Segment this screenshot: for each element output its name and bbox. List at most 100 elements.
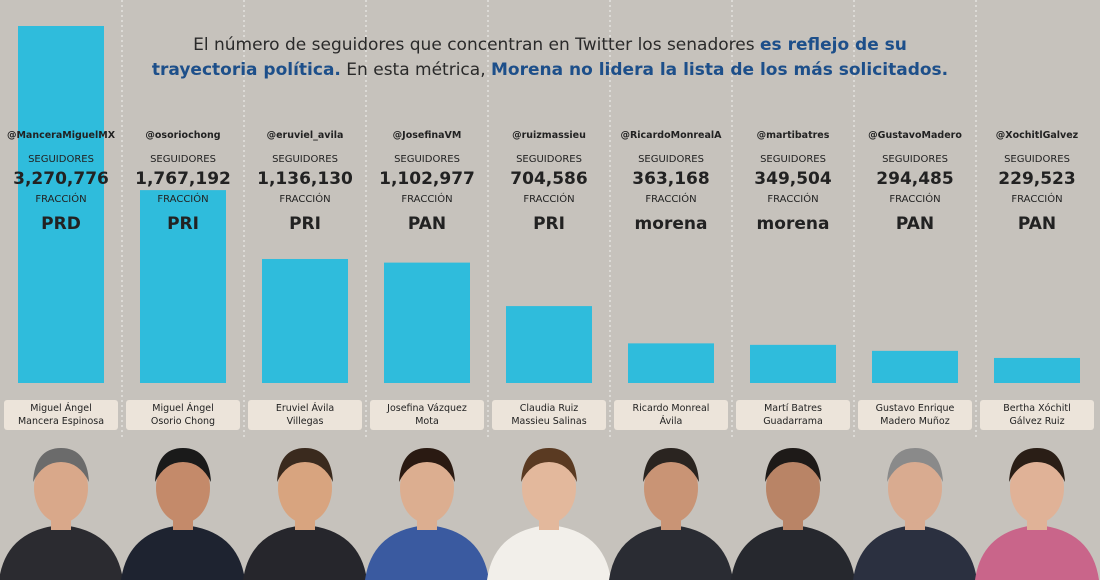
senator-photo [0,448,123,580]
followers-value: 1,102,977 [379,169,475,189]
senator-photo [975,448,1099,580]
twitter-handle: @martibatres [756,130,830,141]
senator-name: Miguel Ángel Mancera Espinosa [4,400,118,430]
senator-name-line: Miguel Ángel [30,403,92,414]
followers-label: SEGUIDORES [150,154,216,165]
senator-info: @ManceraMiguelMX SEGUIDORES 3,270,776 FRACC… [0,128,122,237]
faction-value: PRD [41,214,81,234]
senator-info: @XochitlGalvez SEGUIDORES 229,523 FRACCIÓN P… [976,128,1098,237]
senator-name-line: Mota [415,416,439,427]
faction-label: FRACCIÓN [35,194,87,205]
followers-value: 704,586 [510,169,588,189]
senator-name: Claudia Ruiz Massieu Salinas [492,400,606,430]
senator-name-line: Gálvez Ruiz [1009,416,1065,427]
senator-name-line: Mancera Espinosa [17,416,105,427]
faction-value: PAN [895,214,935,234]
followers-value: 3,270,776 [13,169,109,189]
faction-value: PRI [289,214,321,234]
followers-label: SEGUIDORES [394,154,460,165]
followers-value: 294,485 [876,169,954,189]
senator-name-line: Villegas [286,416,324,427]
senator-name-line: Ricardo Monreal [632,403,710,414]
senator-photo [609,448,733,580]
twitter-handle: @ManceraMiguelMX [6,130,116,141]
bar [18,26,104,383]
faction-value: PRI [533,214,565,234]
followers-label: SEGUIDORES [760,154,826,165]
followers-value: 1,136,130 [257,169,353,189]
senator-info: @ruizmassieu SEGUIDORES 704,586 FRACCIÓN PRI [488,128,610,237]
senator-name-line: Ávila [659,416,683,427]
senator-photo [731,448,855,580]
followers-label: SEGUIDORES [638,154,704,165]
senator-photo [243,448,367,580]
twitter-handle: @GustavoMadero [868,130,962,141]
faction-value: PAN [407,214,447,234]
senator-name: Gustavo Enrique Madero Muñoz [858,400,972,430]
followers-value: 363,168 [632,169,710,189]
faction-value: morena [634,214,708,234]
senator-name: Bertha Xóchitl Gálvez Ruiz [980,400,1094,430]
senator-name-line: Miguel Ángel [152,403,214,414]
senator-info: @GustavoMadero SEGUIDORES 294,485 FRACCIÓN P… [854,128,976,237]
bar [994,357,1080,383]
senator-name-line: Guadarrama [763,416,823,427]
followers-value: 349,504 [754,169,832,189]
senator-photo [853,448,977,580]
bar [262,258,348,383]
faction-label: FRACCIÓN [279,194,331,205]
senator-photo [487,448,611,580]
bar [506,306,592,383]
senator-name-line: Eruviel Ávila [275,403,335,414]
followers-label: SEGUIDORES [28,154,94,165]
title-part-1: El número de seguidores que concentran e… [193,35,760,55]
twitter-handle: @RicardoMonrealA [620,130,722,141]
senator-name: Ricardo Monreal Ávila [614,400,728,430]
followers-value: 229,523 [998,169,1076,189]
title-part-2: En esta métrica, [340,60,492,80]
twitter-handle: @ruizmassieu [512,130,586,141]
senator-name-line: Claudia Ruiz [519,403,579,414]
followers-label: SEGUIDORES [516,154,582,165]
faction-label: FRACCIÓN [1011,194,1063,205]
senator-name-line: Martí Batres [764,403,822,414]
twitter-handle: @XochitlGalvez [995,130,1079,141]
senator-name-line: Osorio Chong [150,416,216,427]
bar [872,350,958,383]
twitter-handle: @JosefinaVM [392,130,462,141]
senator-name-line: Massieu Salinas [511,416,587,427]
senator-info: @JosefinaVM SEGUIDORES 1,102,977 FRACCIÓN PA… [366,128,488,237]
faction-label: FRACCIÓN [157,194,209,205]
followers-label: SEGUIDORES [1004,154,1070,165]
senator-info: @osoriochong SEGUIDORES 1,767,192 FRACCIÓN P… [122,128,244,237]
senator-photo [121,448,245,580]
senator-info: @eruviel_avila SEGUIDORES 1,136,130 FRACCIÓ… [244,128,366,237]
senator-info: @martibatres SEGUIDORES 349,504 FRACCIÓN mor… [732,128,854,237]
senator-name: Eruviel Ávila Villegas [248,400,362,430]
senator-name-line: Josefina Vázquez [387,403,467,414]
faction-label: FRACCIÓN [767,194,819,205]
faction-label: FRACCIÓN [523,194,575,205]
senator-name: Martí Batres Guadarrama [736,400,850,430]
senator-name-line: Bertha Xóchitl [1003,403,1071,414]
senator-name-line: Madero Muñoz [880,416,950,427]
faction-label: FRACCIÓN [645,194,697,205]
followers-label: SEGUIDORES [272,154,338,165]
senator-info: @RicardoMonrealA SEGUIDORES 363,168 FRACCIÓ… [610,128,732,237]
faction-value: PAN [1017,214,1057,234]
twitter-handle: @osoriochong [145,130,221,141]
senator-name-line: Gustavo Enrique [875,403,955,414]
senator-name: Miguel Ángel Osorio Chong [126,400,240,430]
faction-value: morena [756,214,830,234]
bar [140,190,226,383]
twitter-handle: @eruviel_avila [266,130,344,141]
senator-photo [365,448,489,580]
followers-value: 1,767,192 [135,169,231,189]
title-highlight-2: Morena no lidera la lista de los más sol… [491,60,949,80]
chart-title: El número de seguidores que concentran e… [150,33,950,83]
bar [384,262,470,383]
title-highlight-1: es reflejo de su trayectoria política. [151,35,907,80]
faction-value: PRI [167,214,199,234]
